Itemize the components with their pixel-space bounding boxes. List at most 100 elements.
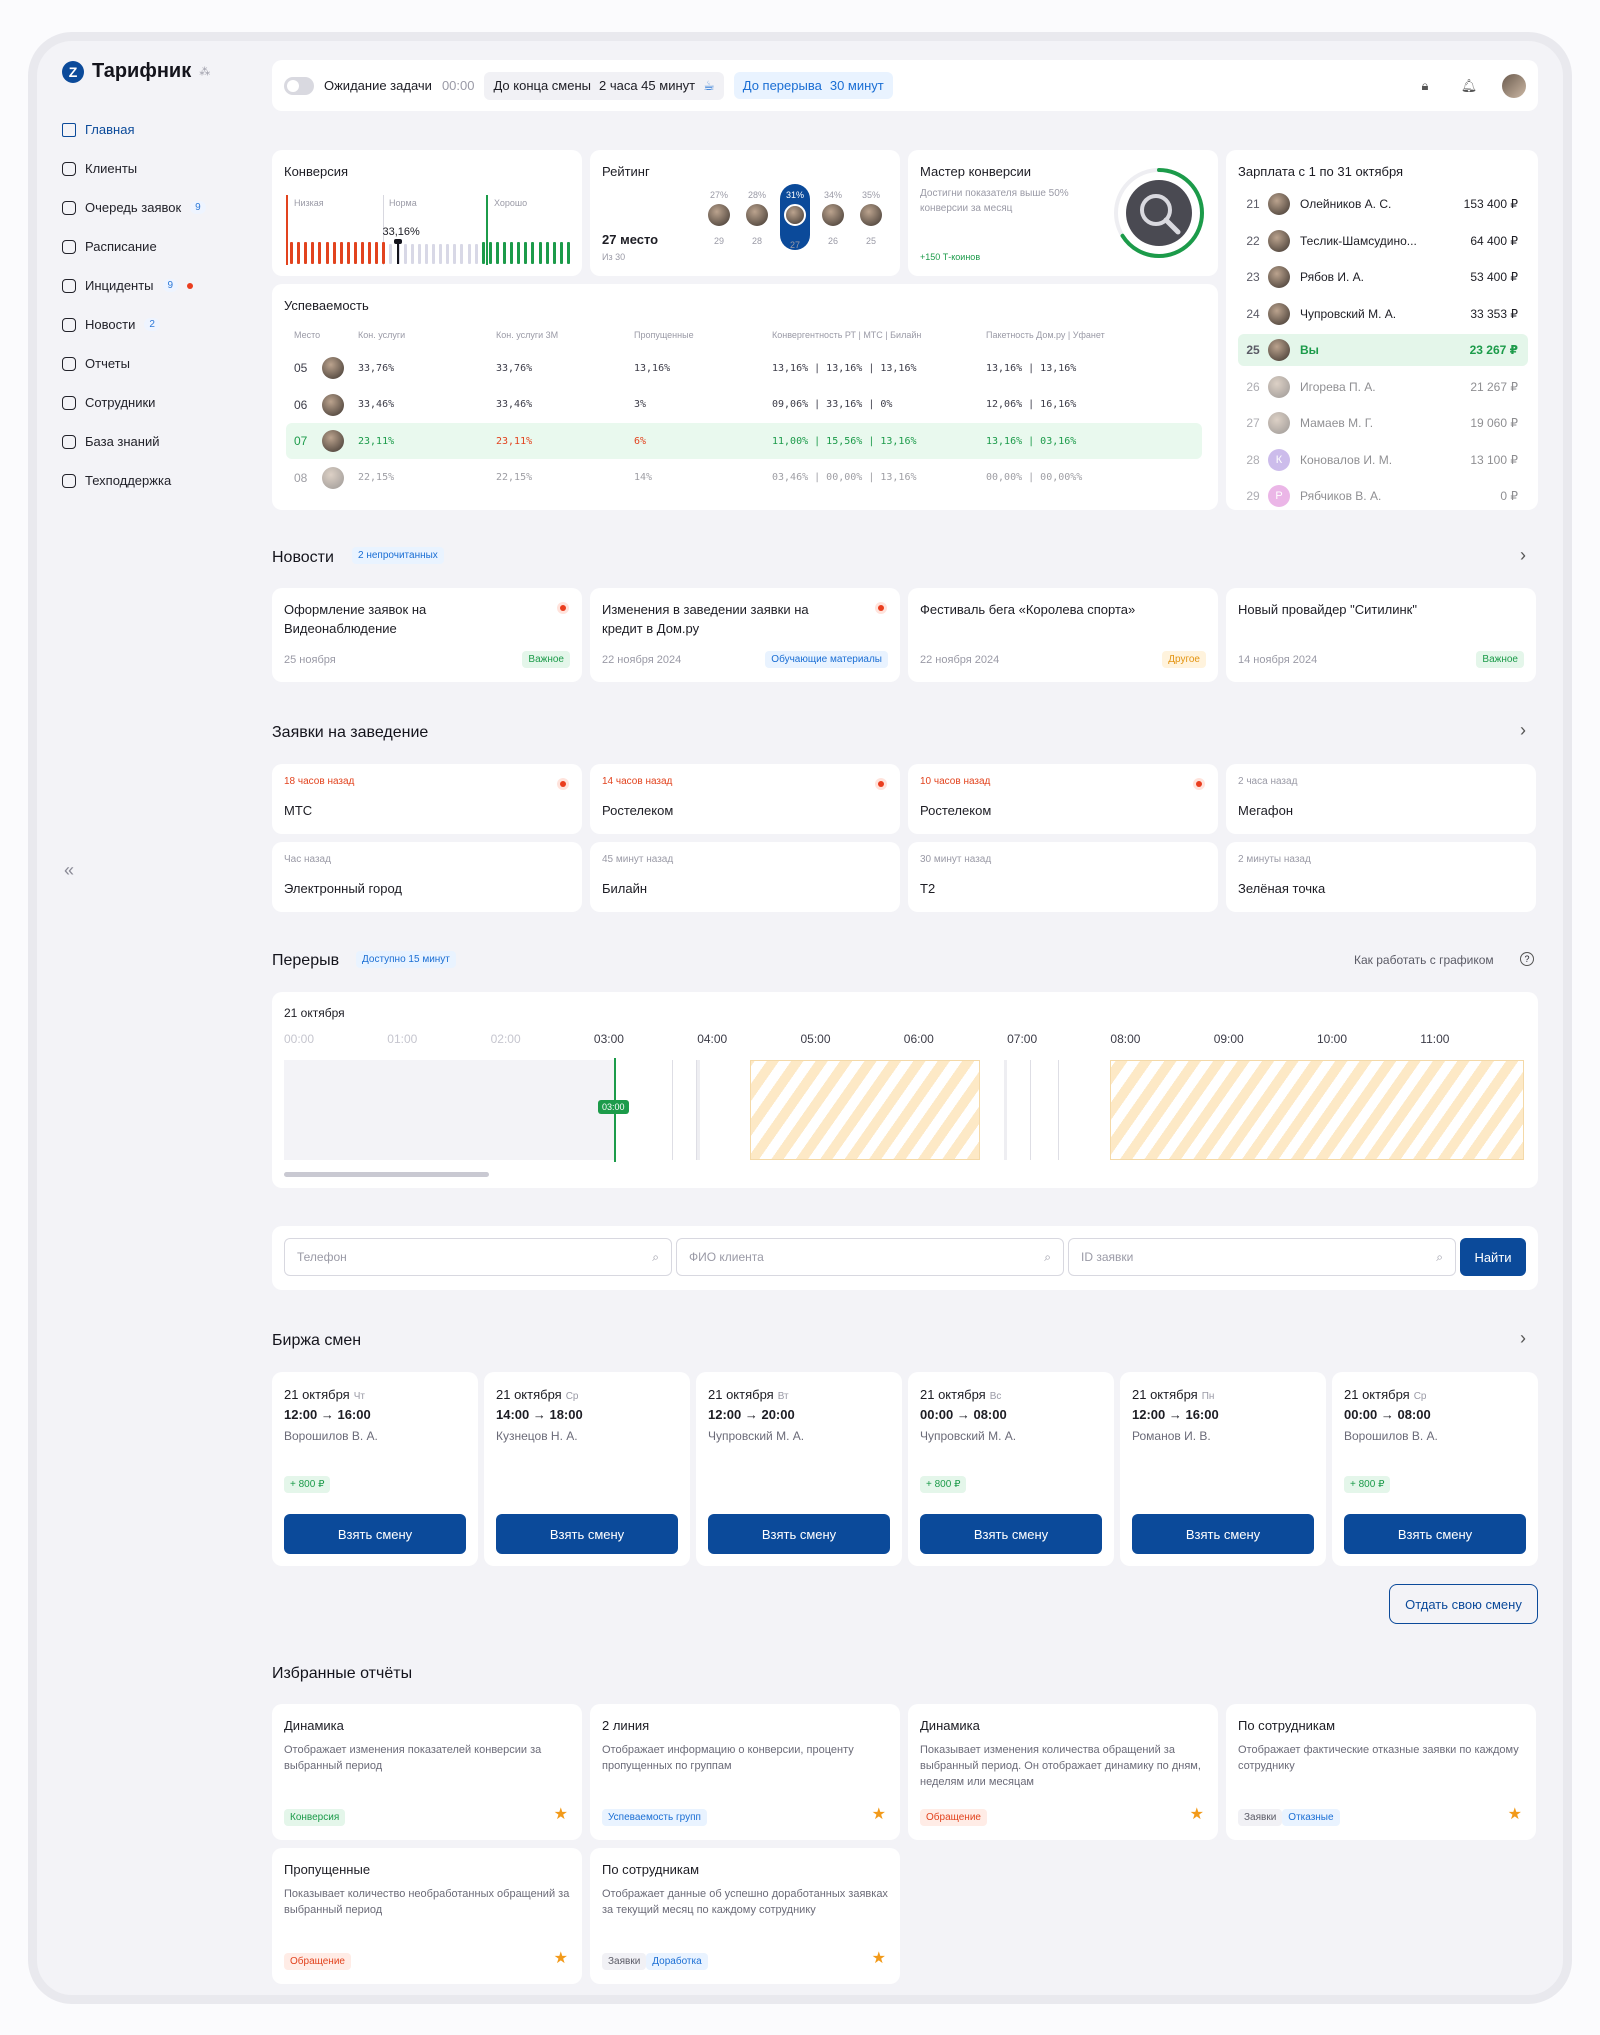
sidebar-item-label: Инциденты xyxy=(85,278,154,293)
break-slot[interactable] xyxy=(750,1060,980,1160)
waiting-toggle[interactable] xyxy=(284,76,314,95)
take-shift-button[interactable]: Взять смену xyxy=(1132,1514,1314,1554)
report-tag: Заявки xyxy=(602,1953,647,1970)
news-card[interactable]: Изменения в заведении заявки на кредит в… xyxy=(590,588,900,682)
find-button[interactable]: Найти xyxy=(1460,1238,1526,1276)
report-card[interactable]: По сотрудникам Отображает фактические отк… xyxy=(1226,1704,1536,1840)
news-more-chevron-icon[interactable]: › xyxy=(1520,545,1526,565)
table-row: 08 22,15% 22,15% 14% 03,46% | 00,00% | 13,16… xyxy=(286,460,1202,496)
report-card[interactable]: Динамика Показывает изменения количества … xyxy=(908,1704,1218,1840)
shifts-more-chevron-icon[interactable]: › xyxy=(1520,1328,1526,1348)
phone-search-input[interactable]: Телефон ⌕ xyxy=(284,1238,672,1276)
breaks-timeline[interactable]: 21 октября 00:00 01:00 02:00 03:00 04:00 05:0… xyxy=(272,992,1538,1188)
table-cell: 23,11% xyxy=(358,435,395,447)
conversion-bar xyxy=(339,242,343,264)
take-shift-button[interactable]: Взять смену xyxy=(920,1514,1102,1554)
conversion-bar xyxy=(375,242,379,264)
timeline-date: 21 октября xyxy=(284,1006,345,1020)
shift-end-value: 2 часа 45 минут xyxy=(599,78,696,93)
star-icon[interactable]: ★ xyxy=(553,1806,568,1823)
requests-more-chevron-icon[interactable]: › xyxy=(1520,720,1526,740)
report-title: 2 линия xyxy=(602,1718,650,1733)
rating-peer[interactable]: 28% 28 xyxy=(742,184,772,250)
rating-peer[interactable]: 35% 25 xyxy=(856,184,886,250)
peer-avatar xyxy=(708,204,730,226)
sidebar-item-label: Техподдержка xyxy=(85,473,172,488)
take-shift-button[interactable]: Взять смену xyxy=(496,1514,678,1554)
report-card[interactable]: 2 линия Отображает информацию о конверсии… xyxy=(590,1704,900,1840)
request-card[interactable]: 18 часов назад МТС xyxy=(272,764,582,834)
salary-row: 28 К Коновалов И. М. 13 100 ₽ xyxy=(1238,444,1528,476)
star-icon[interactable]: ★ xyxy=(871,1806,886,1823)
news-title: Новый провайдер "Ситилинк" xyxy=(1238,602,1417,617)
sidebar-item[interactable]: Клиенты xyxy=(62,149,232,188)
sidebar-item[interactable]: Расписание xyxy=(62,227,232,266)
sidebar-item[interactable]: База знаний xyxy=(62,422,232,461)
sidebar-item[interactable]: Инциденты 9 xyxy=(62,266,232,305)
request-provider: Ростелеком xyxy=(920,803,992,818)
give-shift-button[interactable]: Отдать свою смену xyxy=(1389,1584,1538,1624)
sidebar-item-label: Новости xyxy=(85,317,136,332)
bell-icon[interactable]: 🔔︎ xyxy=(1460,77,1478,93)
id-placeholder: ID заявки xyxy=(1081,1250,1134,1264)
sidebar-item[interactable]: Сотрудники xyxy=(62,383,232,422)
help-icon[interactable]: ? xyxy=(1520,952,1534,966)
sidebar-item[interactable]: Очередь заявок 9 xyxy=(62,188,232,227)
rating-peer[interactable]: 31% 27 xyxy=(780,184,810,250)
breaks-help-link[interactable]: Как работать с графиком xyxy=(1354,953,1494,967)
star-icon[interactable]: ★ xyxy=(1189,1806,1204,1823)
report-card[interactable]: Пропущенные Показывает количество необраб… xyxy=(272,1848,582,1984)
nav-icon xyxy=(62,200,76,215)
timeline-hour: 03:00 xyxy=(593,1032,624,1046)
lock-icon[interactable]: 🔒︎ xyxy=(1421,77,1429,93)
request-card[interactable]: 10 часов назад Ростелеком xyxy=(908,764,1218,834)
collapse-sidebar-button[interactable]: « xyxy=(64,860,75,880)
take-shift-button[interactable]: Взять смену xyxy=(708,1514,890,1554)
salary-name: Коновалов И. М. xyxy=(1300,452,1393,467)
sidebar-item[interactable]: Отчеты xyxy=(62,344,232,383)
request-card[interactable]: 30 минут назад Т2 xyxy=(908,842,1218,912)
master-card[interactable]: Мастер конверсии Достигни показателя выш… xyxy=(908,150,1218,276)
news-card[interactable]: Фестиваль бега «Королева спорта» 22 ноябр… xyxy=(908,588,1218,682)
news-card[interactable]: Новый провайдер "Ситилинк" 14 ноября 2024… xyxy=(1226,588,1536,682)
sidebar-item[interactable]: Техподдержка xyxy=(62,461,232,500)
table-cell: 22,15% xyxy=(358,472,395,483)
shift-card: 21 октября Вс 00:00 → 08:00 Чупровский М. А… xyxy=(908,1372,1114,1566)
logo-icon: Z xyxy=(62,60,84,83)
rating-card[interactable]: Рейтинг 27 место Из 30 27% 29 28% 28 31% 27 34… xyxy=(590,150,900,276)
app-logo[interactable]: Z Тарифник ⁂ xyxy=(62,60,210,83)
request-card[interactable]: 14 часов назад Ростелеком xyxy=(590,764,900,834)
top-bar: Ожидание задачи 00:00 До конца смены 2 ч… xyxy=(272,60,1538,111)
request-card[interactable]: 2 минуты назад Зелёная точка xyxy=(1226,842,1536,912)
rating-peer[interactable]: 27% 29 xyxy=(704,184,734,250)
break-slot[interactable] xyxy=(1110,1060,1524,1160)
user-avatar[interactable] xyxy=(1502,73,1526,98)
sidebar-item-label: Расписание xyxy=(85,239,157,254)
timeline-scrollbar[interactable] xyxy=(284,1172,489,1177)
report-card[interactable]: По сотрудникам Отображает данные об успеш… xyxy=(590,1848,900,1984)
salary-avatar xyxy=(1268,193,1290,215)
take-shift-button[interactable]: Взять смену xyxy=(1344,1514,1526,1554)
conversion-bar xyxy=(382,242,386,264)
sidebar-item[interactable]: Новости 2 xyxy=(62,305,232,344)
salary-amount: 13 100 ₽ xyxy=(1470,452,1518,467)
timeline-hour: 05:00 xyxy=(800,1032,831,1046)
star-icon[interactable]: ★ xyxy=(871,1950,886,1967)
star-icon[interactable]: ★ xyxy=(1507,1806,1522,1823)
news-card[interactable]: Оформление заявок на Видеонаблюдение 25 н… xyxy=(272,588,582,682)
table-cell: 09,06% | 33,16% | 0% xyxy=(772,399,893,410)
sidebar-item[interactable]: Главная xyxy=(62,110,232,149)
rating-peer[interactable]: 34% 26 xyxy=(818,184,848,250)
request-card[interactable]: 2 часа назад Мегафон xyxy=(1226,764,1536,834)
conversion-bar xyxy=(538,242,542,264)
report-card[interactable]: Динамика Отображает изменения показателей… xyxy=(272,1704,582,1840)
fio-search-input[interactable]: ФИО клиента ⌕ xyxy=(676,1238,1064,1276)
take-shift-button[interactable]: Взять смену xyxy=(284,1514,466,1554)
request-card[interactable]: 45 минут назад Билайн xyxy=(590,842,900,912)
request-card[interactable]: Час назад Электронный город xyxy=(272,842,582,912)
conversion-bar xyxy=(368,242,372,264)
id-search-input[interactable]: ID заявки ⌕ xyxy=(1068,1238,1456,1276)
shift-date-line: 21 октября Ср xyxy=(496,1386,579,1404)
star-icon[interactable]: ★ xyxy=(553,1950,568,1967)
shift-employee: Кузнецов Н. А. xyxy=(496,1429,578,1443)
